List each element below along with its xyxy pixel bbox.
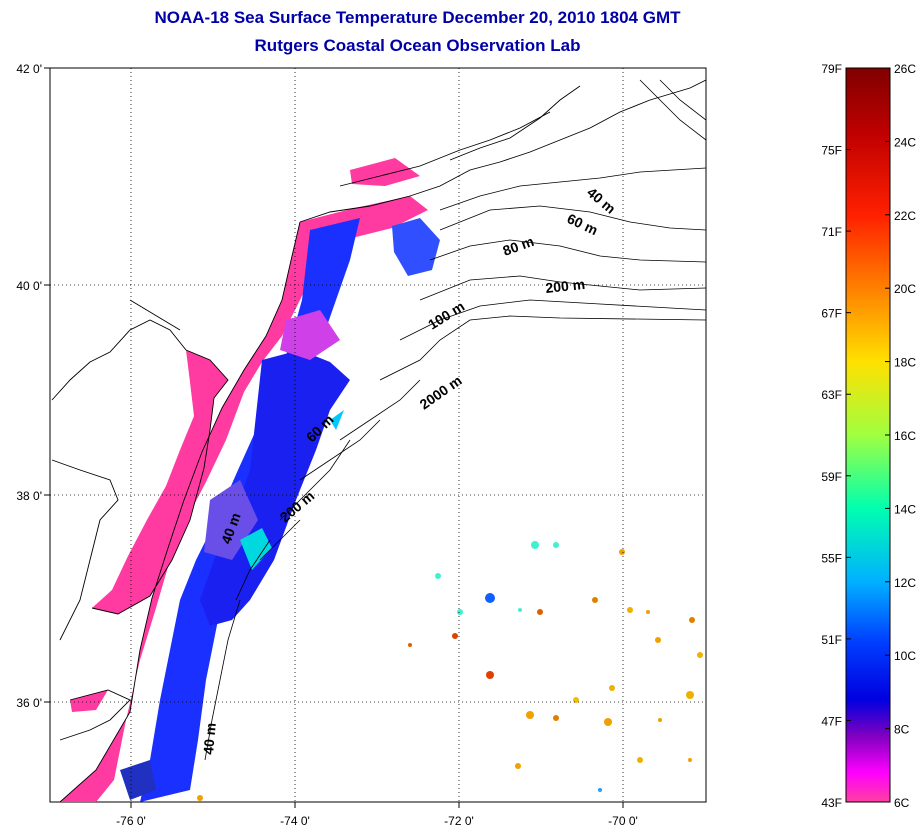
- colorbar-c-label: 6C: [894, 796, 910, 810]
- colorbar-f-label: 47F: [821, 714, 842, 728]
- lat-tick-label: 38 0': [16, 489, 42, 503]
- axis-ticks: [44, 67, 624, 808]
- colorbar-f-label: 55F: [821, 551, 842, 565]
- colorbar-c-label: 22C: [894, 209, 916, 223]
- colorbar-f-label: 79F: [821, 62, 842, 76]
- coastline: [51, 79, 706, 802]
- colorbar-ticks: [846, 67, 890, 803]
- colorbar-f-label: 71F: [821, 225, 842, 239]
- colorbar-celsius-labels: 26C 24C 22C 20C 18C 16C 14C 12C 10C 8C 6C: [894, 62, 916, 810]
- lat-tick-label: 36 0': [16, 696, 42, 710]
- colorbar-f-label: 63F: [821, 388, 842, 402]
- colorbar-c-label: 26C: [894, 62, 916, 76]
- map-frame: [49, 67, 707, 803]
- colorbar-c-label: 16C: [894, 429, 916, 443]
- lon-tick-label: -70 0': [608, 814, 638, 828]
- lat-labels: 42 0' 40 0' 38 0' 36 0': [16, 62, 42, 710]
- colorbar-f-label: 67F: [821, 307, 842, 321]
- map-subtitle: Rutgers Coastal Ocean Observation Lab: [254, 36, 581, 55]
- map-title: NOAA-18 Sea Surface Temperature December…: [154, 8, 681, 27]
- lat-tick-label: 40 0': [16, 279, 42, 293]
- colorbar-f-label: 51F: [821, 633, 842, 647]
- isobath-label: 200 m: [545, 276, 586, 296]
- isobaths: [204, 79, 706, 761]
- lon-tick-label: -76 0': [116, 814, 146, 828]
- graticule: [50, 68, 706, 802]
- lon-tick-label: -72 0': [444, 814, 474, 828]
- colorbar-c-label: 12C: [894, 576, 916, 590]
- lat-tick-label: 42 0': [16, 62, 42, 76]
- lon-labels: -76 0' -74 0' -72 0' -70 0': [116, 814, 638, 828]
- isobath-label: 40 m: [200, 722, 219, 755]
- colorbar-f-label: 75F: [821, 144, 842, 158]
- colorbar-c-label: 14C: [894, 502, 916, 516]
- colorbar-c-label: 20C: [894, 282, 916, 296]
- colorbar-f-label: 43F: [821, 796, 842, 810]
- colorbar-c-label: 8C: [894, 723, 910, 737]
- colorbar-c-label: 24C: [894, 135, 916, 149]
- colorbar: [845, 67, 891, 803]
- colorbar-c-label: 18C: [894, 356, 916, 370]
- sst-field: [60, 158, 703, 802]
- colorbar-fahrenheit-labels: 79F 75F 71F 67F 63F 59F 55F 51F 47F 43F: [821, 62, 842, 810]
- lon-tick-label: -74 0': [280, 814, 310, 828]
- colorbar-c-label: 10C: [894, 649, 916, 663]
- colorbar-f-label: 59F: [821, 470, 842, 484]
